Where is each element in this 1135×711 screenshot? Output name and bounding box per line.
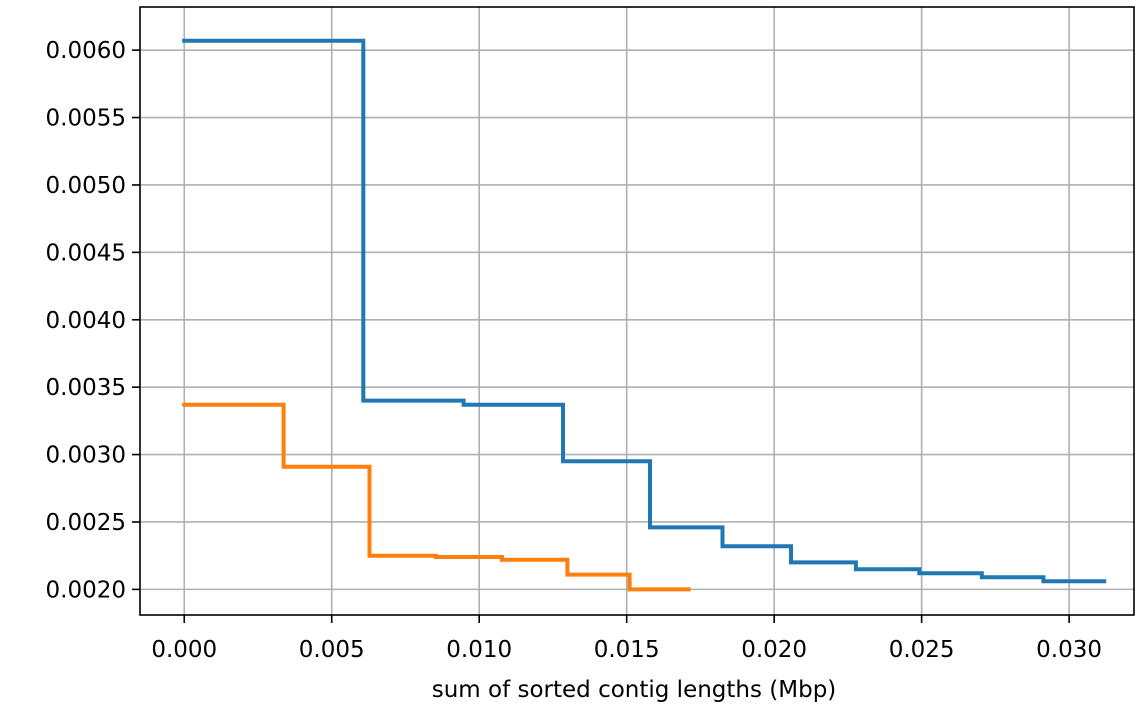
series-layer [182, 38, 1107, 592]
grid [140, 7, 1134, 615]
x-tick-label: 0.000 [151, 637, 217, 663]
y-tick-label: 0.0030 [46, 443, 126, 469]
y-tick-label: 0.0060 [46, 38, 126, 64]
series-line-0 [182, 38, 1107, 584]
x-tick-label: 0.025 [889, 637, 955, 663]
x-tick-label: 0.010 [446, 637, 512, 663]
y-tick-label: 0.0035 [46, 375, 126, 401]
y-tick-label: 0.0025 [46, 510, 126, 536]
x-tick-label: 0.015 [594, 637, 660, 663]
plot-frame [139, 6, 1135, 616]
x-tick-label: 0.030 [1036, 637, 1102, 663]
y-tick-label: 0.0020 [46, 577, 126, 603]
y-tick-label: 0.0050 [46, 173, 126, 199]
y-tick-label: 0.0040 [46, 308, 126, 334]
x-tick-label: 0.020 [741, 637, 807, 663]
x-axis: 0.000 0.005 0.010 0.015 0.020 0.025 0.030 [151, 615, 1102, 663]
y-tick-label: 0.0045 [46, 240, 126, 266]
y-axis: 0.0020 0.0025 0.0030 0.0035 0.0040 0.0045 0.00… [46, 38, 140, 603]
x-axis-label: sum of sorted contig lengths (Mbp) [432, 677, 837, 703]
y-tick-label: 0.0055 [46, 106, 126, 132]
x-tick-label: 0.005 [299, 637, 365, 663]
series-line-1 [182, 402, 691, 592]
